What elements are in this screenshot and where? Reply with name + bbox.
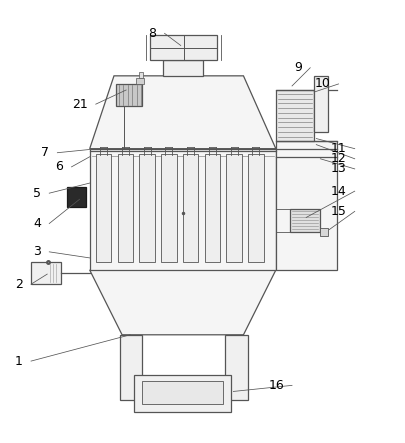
Bar: [116, 84, 142, 106]
Bar: [120, 335, 142, 400]
Bar: [289, 210, 320, 232]
Bar: [162, 60, 202, 76]
Bar: [67, 187, 85, 207]
Text: 15: 15: [330, 205, 346, 218]
Text: 16: 16: [268, 379, 283, 392]
Bar: [139, 154, 155, 262]
Bar: [204, 154, 220, 262]
Text: 9: 9: [294, 61, 301, 74]
Bar: [247, 154, 263, 262]
Bar: [226, 154, 241, 262]
Bar: [182, 154, 198, 262]
Bar: [275, 140, 336, 270]
Text: 6: 6: [55, 160, 63, 173]
Bar: [275, 90, 313, 140]
Text: 21: 21: [72, 97, 87, 111]
Bar: [31, 262, 61, 284]
Text: 10: 10: [314, 78, 330, 90]
Text: 11: 11: [330, 142, 346, 155]
Bar: [117, 154, 133, 262]
Bar: [161, 154, 176, 262]
Text: 14: 14: [330, 185, 346, 198]
Bar: [313, 76, 328, 132]
Bar: [150, 35, 217, 60]
Text: 7: 7: [41, 146, 49, 159]
Bar: [139, 72, 143, 78]
Bar: [90, 149, 275, 270]
Bar: [320, 228, 328, 236]
Text: 1: 1: [15, 354, 23, 368]
Polygon shape: [90, 76, 275, 149]
Text: 12: 12: [330, 152, 346, 165]
Bar: [142, 381, 223, 404]
Text: 3: 3: [33, 245, 41, 258]
Text: 13: 13: [330, 163, 346, 175]
Text: 4: 4: [33, 217, 41, 230]
Text: 5: 5: [33, 187, 41, 200]
Text: 8: 8: [148, 27, 156, 40]
Bar: [96, 154, 111, 262]
Polygon shape: [90, 270, 275, 335]
Bar: [136, 78, 143, 84]
Bar: [134, 375, 231, 412]
Bar: [225, 335, 247, 400]
Text: 2: 2: [15, 278, 23, 291]
